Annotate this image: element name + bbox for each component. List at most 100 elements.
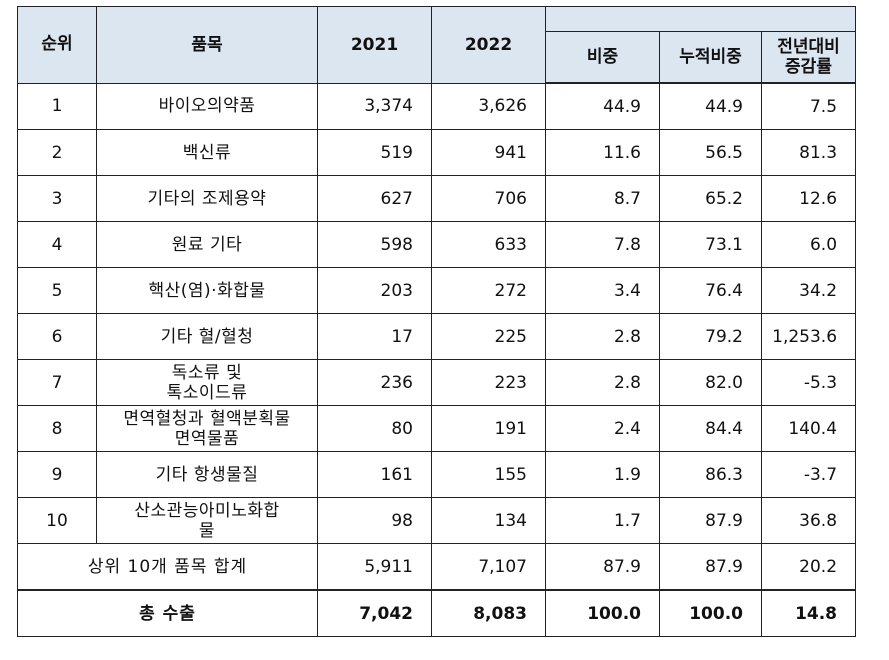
- table-row: 3 기타의 조제용약 627 706 8.7 65.2 12.6: [17, 175, 857, 222]
- share-cell: 44.9: [545, 82, 660, 130]
- header-2021: 2021: [317, 6, 432, 84]
- cumulative-share-cell: 86.3: [659, 451, 762, 498]
- value-2021-cell: 627: [317, 175, 432, 222]
- item-line1: 원료 기타: [171, 234, 243, 255]
- value-2022-cell: 134: [431, 497, 546, 544]
- subtotal-share: 87.9: [545, 543, 660, 591]
- total-label: 총 수출: [17, 589, 318, 637]
- value-2021-cell: 98: [317, 497, 432, 544]
- table-row: 1 바이오의약품 3,374 3,626 44.9 44.9 7.5: [17, 82, 857, 130]
- value-2021-cell: 236: [317, 359, 432, 406]
- value-2022-cell: 155: [431, 451, 546, 498]
- value-2021-cell: 80: [317, 405, 432, 452]
- subtotal-label: 상위 10개 품목 합계: [17, 543, 318, 591]
- table-row: 6 기타 혈/혈청 17 225 2.8 79.2 1,253.6: [17, 313, 857, 360]
- yoy-cell: 34.2: [760, 267, 857, 314]
- total-row: 총 수출 7,042 8,083 100.0 100.0 14.8: [17, 589, 857, 637]
- table-row: 5 핵산(염)·화합물 203 272 3.4 76.4 34.2: [17, 267, 857, 314]
- share-cell: 3.4: [545, 267, 660, 314]
- yoy-cell: 1,253.6: [760, 313, 857, 360]
- rank-cell: 7: [17, 359, 97, 406]
- yoy-cell: 7.5: [760, 82, 857, 130]
- header-yoy-line1: 전년대비: [777, 37, 840, 57]
- item-line1: 기타 항생물질: [155, 464, 259, 485]
- item-cell: 면역혈청과 혈액분획물 면역물품: [96, 405, 318, 452]
- yoy-cell: -5.3: [760, 359, 857, 406]
- item-line1: 면역혈청과 혈액분획물: [123, 408, 291, 429]
- item-line1: 핵산(염)·화합물: [148, 280, 266, 301]
- item-line1: 기타의 조제용약: [147, 188, 267, 209]
- header-group-blank: [544, 6, 857, 32]
- value-2022-cell: 941: [431, 129, 546, 176]
- cumulative-share-cell: 79.2: [659, 313, 762, 360]
- item-line1: 기타 혈/혈청: [160, 326, 254, 347]
- share-cell: 8.7: [545, 175, 660, 222]
- cumulative-share-cell: 73.1: [659, 221, 762, 268]
- header-2022: 2022: [431, 6, 546, 84]
- rank-cell: 8: [17, 405, 97, 452]
- item-cell: 바이오의약품: [96, 82, 318, 130]
- header-yoy-line2: 증감률: [785, 57, 832, 77]
- value-2022-cell: 223: [431, 359, 546, 406]
- cumulative-share-cell: 82.0: [659, 359, 762, 406]
- share-cell: 2.8: [545, 359, 660, 406]
- value-2021-cell: 17: [317, 313, 432, 360]
- table-row: 10 산소관능아미노화합 물 98 134 1.7 87.9 36.8: [17, 497, 857, 544]
- subtotal-yoy: 20.2: [760, 543, 857, 591]
- rank-cell: 5: [17, 267, 97, 314]
- value-2022-cell: 3,626: [431, 82, 546, 130]
- export-items-table: 순위 품목 2021 2022 비중 누적비중 전년대비 증감률 1 바이오의약품…: [17, 6, 857, 637]
- total-yoy: 14.8: [760, 589, 857, 637]
- value-2021-cell: 203: [317, 267, 432, 314]
- cumulative-share-cell: 56.5: [659, 129, 762, 176]
- value-2022-cell: 706: [431, 175, 546, 222]
- header-item: 품목: [96, 6, 318, 84]
- cumulative-share-cell: 65.2: [659, 175, 762, 222]
- item-cell: 기타의 조제용약: [96, 175, 318, 222]
- value-2021-cell: 598: [317, 221, 432, 268]
- item-line1: 산소관능아미노화합: [134, 500, 280, 521]
- share-cell: 2.8: [545, 313, 660, 360]
- subtotal-2022: 7,107: [431, 543, 546, 591]
- item-cell: 백신류: [96, 129, 318, 176]
- cumulative-share-cell: 84.4: [659, 405, 762, 452]
- share-cell: 1.9: [545, 451, 660, 498]
- yoy-cell: -3.7: [760, 451, 857, 498]
- value-2022-cell: 191: [431, 405, 546, 452]
- table-row: 7 독소류 및 톡소이드류 236 223 2.8 82.0 -5.3: [17, 359, 857, 406]
- rank-cell: 6: [17, 313, 97, 360]
- share-cell: 1.7: [545, 497, 660, 544]
- table-row: 2 백신류 519 941 11.6 56.5 81.3: [17, 129, 857, 176]
- rank-cell: 9: [17, 451, 97, 498]
- rank-cell: 3: [17, 175, 97, 222]
- value-2021-cell: 3,374: [317, 82, 432, 130]
- value-2022-cell: 272: [431, 267, 546, 314]
- cumulative-share-cell: 87.9: [659, 497, 762, 544]
- subtotal-2021: 5,911: [317, 543, 432, 591]
- item-line1: 백신류: [182, 142, 232, 163]
- header-share: 비중: [545, 31, 660, 84]
- yoy-cell: 81.3: [760, 129, 857, 176]
- yoy-cell: 12.6: [760, 175, 857, 222]
- rank-cell: 2: [17, 129, 97, 176]
- item-cell: 산소관능아미노화합 물: [96, 497, 318, 544]
- item-cell: 독소류 및 톡소이드류: [96, 359, 318, 406]
- yoy-cell: 140.4: [760, 405, 857, 452]
- item-cell: 원료 기타: [96, 221, 318, 268]
- rank-cell: 10: [17, 497, 97, 544]
- share-cell: 2.4: [545, 405, 660, 452]
- rank-cell: 4: [17, 221, 97, 268]
- total-2022: 8,083: [431, 589, 546, 637]
- total-cumulative: 100.0: [659, 589, 762, 637]
- value-2021-cell: 161: [317, 451, 432, 498]
- table-row: 8 면역혈청과 혈액분획물 면역물품 80 191 2.4 84.4 140.4: [17, 405, 857, 452]
- item-cell: 핵산(염)·화합물: [96, 267, 318, 314]
- cumulative-share-cell: 76.4: [659, 267, 762, 314]
- total-share: 100.0: [545, 589, 660, 637]
- header-rank: 순위: [17, 6, 97, 84]
- item-cell: 기타 항생물질: [96, 451, 318, 498]
- total-2021: 7,042: [317, 589, 432, 637]
- yoy-cell: 6.0: [760, 221, 857, 268]
- value-2022-cell: 225: [431, 313, 546, 360]
- header-cumulative-share: 누적비중: [659, 31, 762, 84]
